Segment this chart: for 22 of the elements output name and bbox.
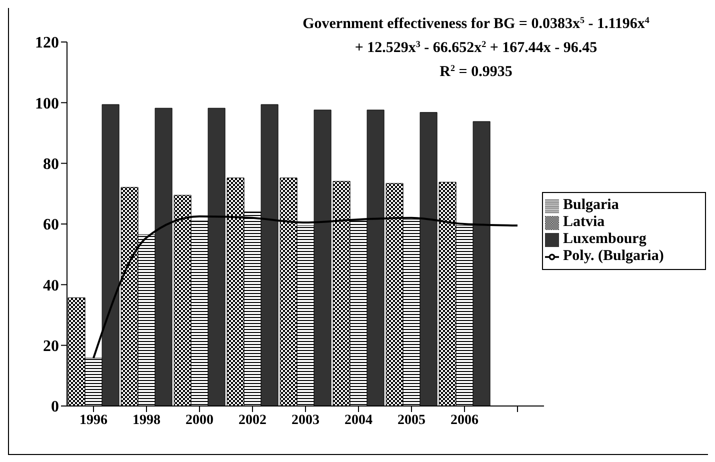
legend-label: Poly. (Bulgaria) [563, 248, 664, 264]
annotation: R$^{2}$ = 0.9935 [440, 63, 512, 80]
annotation: + 12.529x$^{3}$ - 66.652x$^{2}$ + 167.44x - 96.45 [354, 39, 598, 56]
x-tick-label: 1996 [80, 412, 108, 428]
x-tick-label: 2005 [398, 412, 426, 428]
y-tick-label: 40 [43, 277, 59, 294]
y-tick-label: 20 [43, 338, 59, 356]
y-tick-label: 100 [35, 95, 59, 112]
x-tick-label: 2003 [292, 412, 320, 428]
y-tick-label: 60 [43, 216, 59, 234]
x-tick-label: 2002 [238, 412, 266, 428]
y-tick-label: 80 [43, 156, 59, 174]
y-tick-label: 0 [51, 398, 59, 416]
x-tick-label: 1998 [132, 412, 160, 428]
text: Government effectiveness for BG = 0.0383x$^{5}$ - 1.1196x$^{4}$ [302, 15, 650, 32]
y-tick-label: 120 [35, 34, 59, 52]
x-tick-label: 2000 [186, 412, 214, 428]
legend-label: Bulgaria [563, 197, 619, 213]
legend-label: Luxembourg [563, 231, 646, 247]
legend-label: Latvia [563, 214, 605, 230]
x-tick-label: 2006 [450, 412, 478, 428]
x-tick-label: 2004 [344, 412, 372, 428]
